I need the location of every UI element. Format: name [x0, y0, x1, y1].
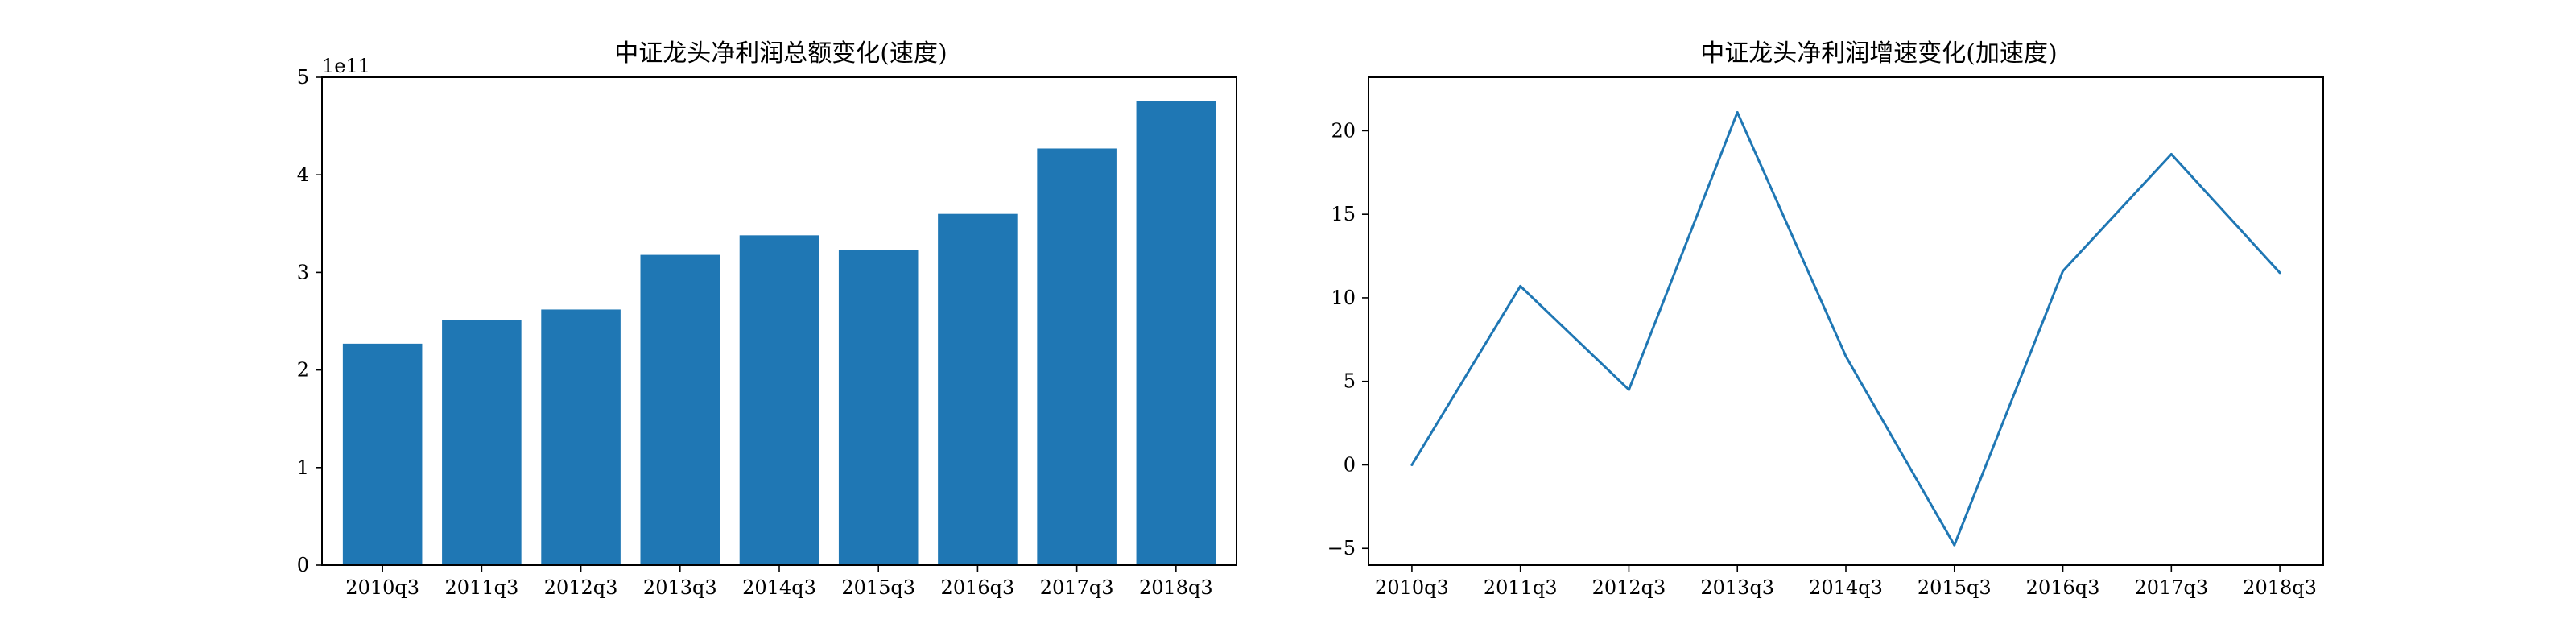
bar	[541, 309, 621, 565]
x-tick-label: 2017q3	[2134, 576, 2208, 599]
x-tick-label: 2014q3	[1809, 576, 1883, 599]
y-tick-label: −5	[1327, 537, 1356, 559]
x-tick-label: 2013q3	[1700, 576, 1774, 599]
bar	[342, 343, 423, 565]
chart-title: 中证龙头净利润总额变化(速度)	[614, 39, 947, 68]
x-tick-label: 2016q3	[2026, 576, 2100, 599]
bar	[442, 320, 522, 565]
x-tick-label: 2013q3	[643, 576, 717, 599]
data-point	[1519, 284, 1522, 287]
bar	[1136, 101, 1216, 565]
x-tick-label: 2011q3	[1484, 576, 1558, 599]
y-tick-label: 0	[1344, 453, 1356, 476]
bar	[938, 213, 1018, 565]
bar	[640, 254, 720, 565]
y-tick-label: 3	[297, 261, 309, 283]
chart-title: 中证龙头净利润增速变化(加速度)	[1700, 39, 2057, 68]
data-point	[2062, 270, 2065, 273]
data-point	[1736, 111, 1739, 114]
x-tick-label: 2014q3	[742, 576, 816, 599]
x-tick-label: 2010q3	[345, 576, 419, 599]
y-tick-label: 1	[297, 456, 309, 479]
y-tick-label: 2	[297, 359, 309, 382]
x-tick-label: 2012q3	[1592, 576, 1666, 599]
data-point	[2278, 271, 2281, 275]
x-tick-label: 2012q3	[544, 576, 618, 599]
y-axis-offset-label: 1e11	[322, 55, 370, 77]
x-tick-label: 2011q3	[445, 576, 519, 599]
data-point	[1844, 355, 1847, 358]
x-tick-label: 2015q3	[841, 576, 915, 599]
y-tick-label: 4	[297, 163, 309, 186]
y-tick-label: 20	[1331, 119, 1356, 142]
y-tick-label: 0	[297, 554, 309, 576]
profit-growth-line-chart: 中证龙头净利润增速变化(加速度) 2010q3 2011q3 2012q3 2013q…	[1327, 39, 2324, 599]
data-point	[1953, 543, 1956, 547]
x-tick-label: 2018q3	[1139, 576, 1213, 599]
bar	[1037, 148, 1117, 565]
y-tick-label: 15	[1331, 203, 1356, 225]
y-tick-label: 5	[1344, 370, 1356, 393]
x-tick-label: 2010q3	[1375, 576, 1449, 599]
series-line	[1410, 111, 2281, 547]
x-tick-label: 2016q3	[941, 576, 1015, 599]
data-point	[1410, 463, 1414, 466]
bar	[739, 235, 819, 565]
data-point	[2169, 152, 2173, 155]
bar	[838, 250, 919, 565]
x-tick-label: 2018q3	[2243, 576, 2317, 599]
y-tick-label: 5	[297, 66, 309, 89]
x-tick-label: 2017q3	[1040, 576, 1114, 599]
y-tick-label: 10	[1331, 287, 1356, 309]
profit-total-bar-chart: 中证龙头净利润总额变化(速度) 1e11 2010q3 2011q3 2012q3 2…	[297, 39, 1237, 599]
plot-frame	[321, 76, 1237, 566]
data-point	[1627, 388, 1630, 391]
plot-frame	[1368, 76, 2324, 566]
x-tick-label: 2015q3	[1918, 576, 1992, 599]
